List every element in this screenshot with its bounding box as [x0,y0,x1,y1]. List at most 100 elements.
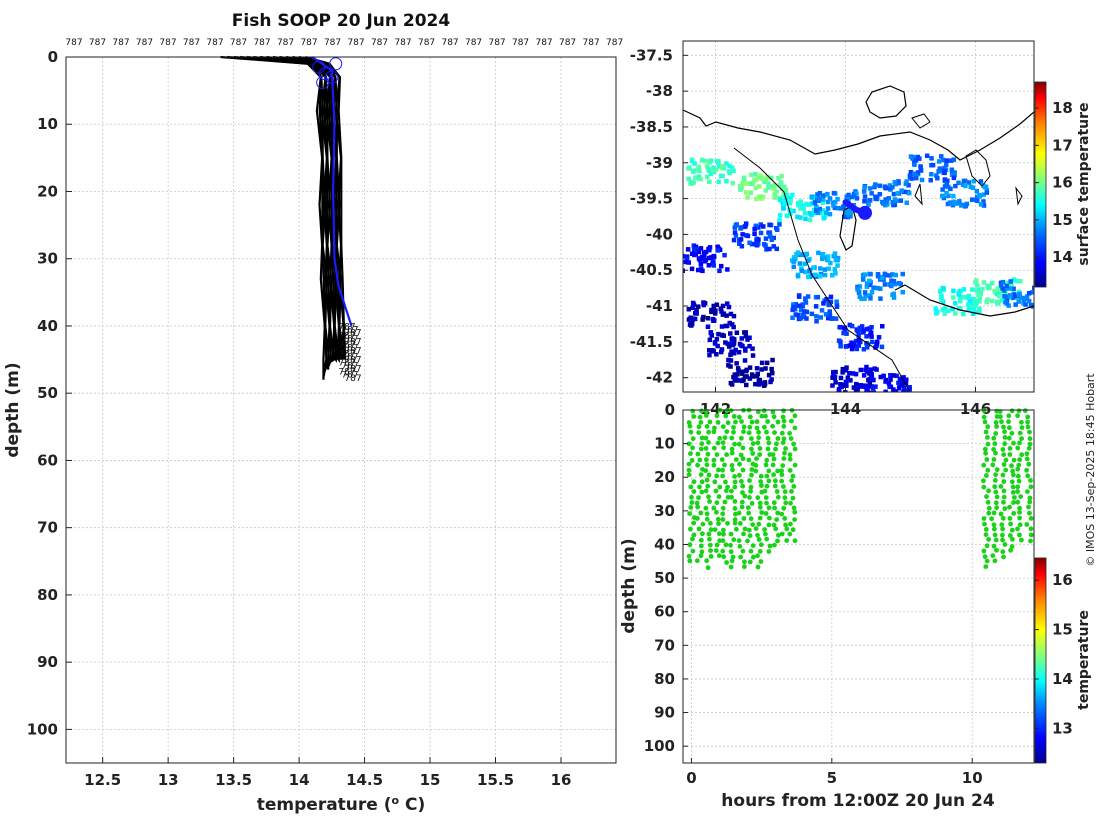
cast-id-label-bottom: 787 [338,359,355,369]
sst-pixel [683,259,689,265]
temperature-point [998,414,1003,420]
temperature-point [1024,451,1030,457]
temperature-point [787,456,793,462]
temperature-point [788,500,793,506]
sst-pixel [951,193,956,199]
temperature-point [772,542,777,548]
temperature-point [695,451,701,457]
temperature-point [787,468,793,473]
sst-pixel [1042,296,1047,301]
sst-pixel [796,202,801,208]
mainland-coast [683,109,1034,161]
temperature-point [708,548,713,553]
sst-pixel [951,201,957,206]
sst-pixel [719,324,725,329]
sst-pixel [875,285,880,291]
sst-pixel [961,311,966,317]
temperature-point [739,419,744,424]
map-y-tick-label: -39.5 [630,190,673,208]
sst-pixel [899,188,904,193]
temperature-point [1000,515,1006,521]
temperature-point [991,435,997,441]
temperature-point [779,472,785,478]
sst-pixel [775,227,780,232]
temperature-point [981,414,987,420]
sst-pixel [1004,280,1009,286]
temperature-point [733,419,738,425]
sst-pixel [763,188,768,193]
sst-pixel [1013,302,1018,307]
temperature-point [721,445,726,451]
sst-pixel [791,255,797,260]
sst-pixel [707,337,713,343]
cast-id-label-top: 787 [300,38,317,48]
map-y-tick-label: -38.5 [630,118,673,136]
temperature-point [742,559,747,565]
sst-pixel [804,316,809,321]
sst-pixel [750,353,756,358]
sst-pixel [713,167,719,172]
temperature-point [729,558,735,564]
sst-pixel [1008,296,1014,301]
sst-pixel [798,252,803,257]
map-axes-box [682,40,1035,393]
sst-pixel [766,230,771,235]
temperature-point [703,413,709,418]
sst-pixel [732,230,738,235]
temperature-point [699,441,705,447]
sst-pixel [838,206,844,211]
sst-pixel [873,182,878,187]
surface-marker [325,70,339,84]
temperature-point [758,473,764,479]
temperature-point [754,425,760,431]
sst-pixel [724,178,729,184]
sst-pixel [974,288,979,293]
temperature-point [773,446,778,452]
temperature-point [706,440,711,445]
cast-id-label-top: 787 [371,38,388,48]
sst-pixel [900,271,905,277]
temperature-point [757,549,763,554]
temperature-point [783,446,788,451]
sst-pixel [713,311,718,316]
temperature-point [750,543,756,548]
temperature-point [998,511,1004,517]
sst-pixel [945,308,951,313]
sst-pixel [743,348,748,353]
cast-id-label-top: 787 [488,38,505,48]
sst-pixel [836,338,842,343]
sst-pixel [858,367,863,373]
temperature-point [707,419,713,425]
profile-x-tick-label: 14.5 [346,771,383,789]
sst-pixel [873,345,878,350]
temperature-point [731,537,737,543]
sst-pixel [738,226,743,231]
temperature-point [992,478,998,483]
sst-pixel [984,188,989,193]
temperature-point [736,414,742,420]
sst-pixel [936,159,942,164]
temperature-point [1011,440,1016,446]
sst-pixel [752,231,757,236]
temperature-point [770,423,775,429]
timeseries-y-tick-label: 30 [654,502,675,520]
temperature-point [706,531,712,537]
sst-pixel [1034,290,1039,295]
sst-pixel [767,234,773,239]
temperature-point [1009,544,1015,549]
temperature-point [738,452,744,458]
temperature-point [750,441,756,446]
sst-pixel [727,320,732,326]
sst-pixel [974,300,980,305]
temperature-point [985,467,991,473]
sst-pixel [831,253,836,259]
temperature-point [750,522,756,527]
temperature-point [1025,424,1031,430]
temperature-point [1024,456,1030,462]
temperature-point [686,553,692,559]
sst-pixel [831,370,836,375]
temperature-point [1025,473,1031,479]
sst-pixel [1008,279,1013,284]
temperature-point [720,440,726,445]
sst-pixel [956,180,961,186]
